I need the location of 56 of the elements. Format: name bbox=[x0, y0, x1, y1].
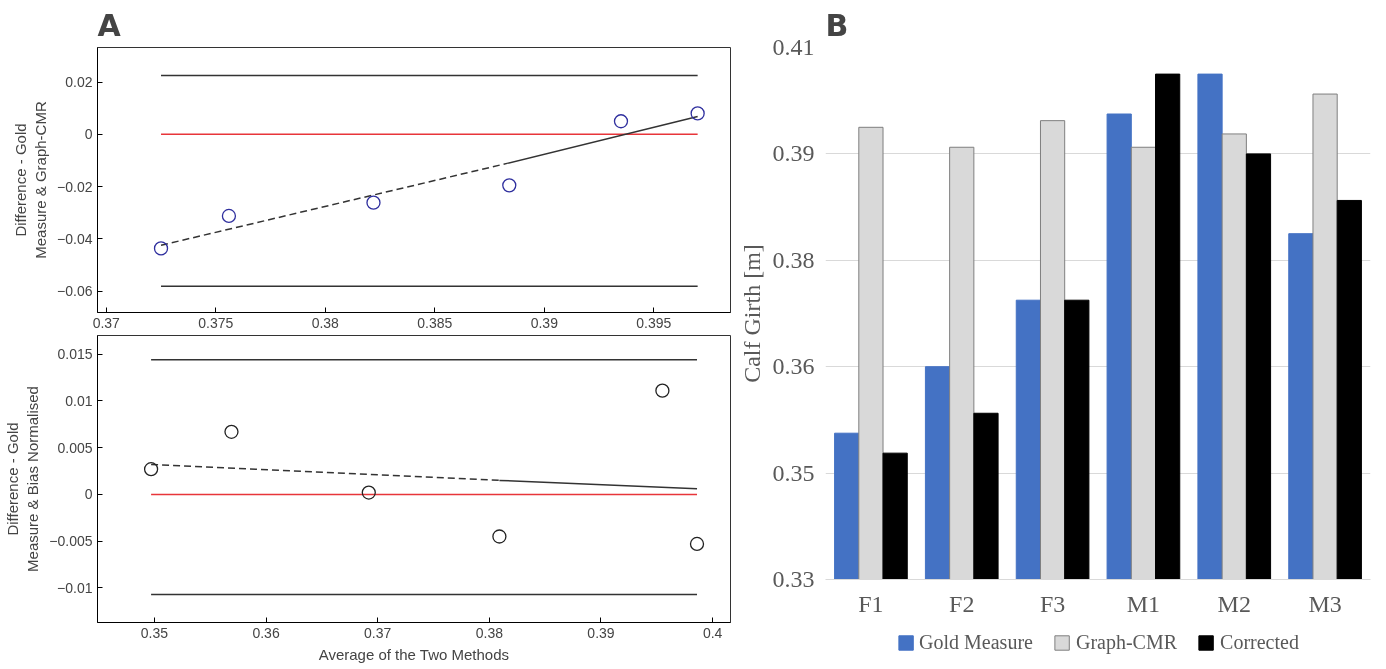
x-tick-label: M2 bbox=[1217, 590, 1251, 617]
point bbox=[502, 178, 517, 193]
point bbox=[613, 114, 629, 129]
point bbox=[153, 241, 169, 256]
x-tick-label: 0.38 bbox=[475, 624, 504, 641]
y-tick-label: 0.35 bbox=[772, 459, 815, 486]
x-tick-label: 0.38 bbox=[311, 314, 340, 331]
point bbox=[492, 529, 507, 544]
y-tick-label: 0.41 bbox=[772, 34, 815, 60]
point bbox=[221, 208, 237, 224]
y-tick-label: 0.33 bbox=[772, 566, 815, 592]
y-tick-label: −0.02 bbox=[57, 178, 93, 195]
legend-label: Gold Measure bbox=[919, 630, 1033, 654]
point bbox=[689, 536, 705, 552]
y-tick-label: 0.39 bbox=[772, 140, 815, 167]
y-axis-title: Difference - Gold Measure & Graph-CMR bbox=[11, 101, 50, 259]
chart-title: B bbox=[825, 7, 849, 43]
x-tick-label: F3 bbox=[1039, 590, 1066, 617]
x-axis-title: Average of the Two Methods bbox=[318, 645, 510, 663]
chart-title: A bbox=[97, 7, 122, 43]
point bbox=[224, 424, 239, 439]
y-tick-label: 0.38 bbox=[772, 246, 815, 273]
y-tick-label: 0.36 bbox=[772, 353, 815, 380]
legend-label: Graph-CMR bbox=[1075, 630, 1178, 654]
x-tick-label: 0.35 bbox=[140, 624, 169, 641]
x-tick-label: 0.395 bbox=[636, 314, 672, 331]
x-tick-label: F2 bbox=[949, 590, 975, 617]
y-tick-label: −0.04 bbox=[57, 230, 93, 247]
point bbox=[366, 195, 381, 210]
y-axis-title: Calf Girth [m] bbox=[738, 244, 765, 383]
point bbox=[655, 383, 670, 398]
x-tick-label: 0.39 bbox=[587, 624, 615, 641]
x-tick-label: 0.37 bbox=[92, 314, 121, 331]
x-tick-label: F1 bbox=[858, 590, 884, 617]
y-tick-label: −0.005 bbox=[49, 533, 93, 550]
x-tick-label: M1 bbox=[1126, 590, 1161, 617]
y-tick-label: 0.02 bbox=[65, 74, 93, 91]
y-tick-label: 0 bbox=[84, 486, 93, 503]
point bbox=[361, 485, 376, 500]
point bbox=[143, 462, 159, 477]
point bbox=[690, 106, 705, 121]
y-tick-label: 0.01 bbox=[65, 392, 93, 409]
y-tick-label: 0 bbox=[84, 126, 93, 143]
x-tick-label: 0.375 bbox=[198, 314, 234, 331]
y-tick-label: 0.005 bbox=[57, 439, 93, 456]
y-tick-label: −0.06 bbox=[57, 283, 93, 300]
x-tick-label: 0.385 bbox=[417, 314, 453, 331]
x-tick-label: 0.37 bbox=[364, 624, 392, 641]
x-tick-label: M3 bbox=[1308, 590, 1342, 617]
x-tick-label: 0.4 bbox=[702, 624, 723, 641]
x-tick-label: 0.39 bbox=[530, 314, 559, 331]
y-tick-label: −0.01 bbox=[57, 579, 93, 596]
y-axis-title: Difference - Gold Measure & Bias Normalised bbox=[3, 386, 42, 572]
legend-label: Corrected bbox=[1220, 630, 1299, 654]
x-tick-label: 0.36 bbox=[252, 624, 280, 641]
y-tick-label: 0.015 bbox=[57, 346, 93, 363]
